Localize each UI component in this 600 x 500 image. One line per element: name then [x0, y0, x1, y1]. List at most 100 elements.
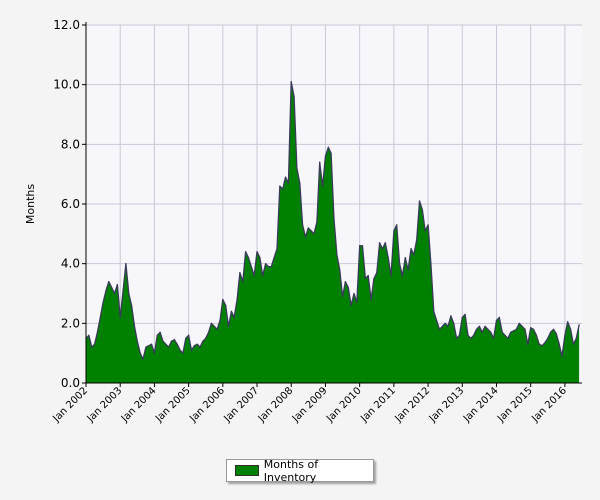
data-point — [467, 334, 469, 336]
x-tick-label: Jan 2011 — [358, 385, 398, 425]
data-point — [444, 322, 446, 324]
data-point — [527, 343, 529, 345]
data-point — [421, 209, 423, 211]
data-point — [256, 251, 258, 253]
data-point — [173, 339, 175, 341]
y-tick-label: 2.0 — [61, 316, 80, 330]
data-point — [532, 328, 535, 330]
data-point — [387, 257, 389, 259]
data-point — [407, 269, 409, 271]
data-point — [341, 295, 344, 298]
data-point — [287, 182, 289, 184]
data-point — [367, 275, 369, 277]
data-point — [507, 337, 509, 339]
data-point — [501, 331, 503, 333]
x-tick-label: Jan 2015 — [495, 385, 535, 425]
y-tick-label: 4.0 — [61, 257, 80, 271]
data-point — [153, 352, 156, 354]
data-point — [316, 221, 318, 223]
data-point — [578, 324, 580, 326]
data-point — [111, 286, 113, 289]
data-point — [567, 321, 569, 323]
data-point — [552, 328, 555, 330]
data-point — [302, 224, 304, 226]
data-point — [239, 272, 241, 274]
y-tick-label: 10.0 — [53, 78, 80, 92]
data-point — [219, 319, 221, 321]
data-point — [424, 230, 426, 232]
data-point — [390, 275, 392, 277]
data-point — [150, 343, 153, 345]
data-point — [550, 331, 552, 333]
data-point — [336, 254, 338, 256]
x-tick-label: Jan 2014 — [461, 385, 501, 425]
data-point — [250, 266, 252, 268]
x-tick-label: Jan 2006 — [187, 385, 227, 425]
data-point — [96, 331, 99, 333]
data-point — [156, 334, 158, 336]
data-point — [296, 167, 298, 169]
y-tick-label: 12.0 — [53, 18, 80, 32]
data-point — [347, 286, 349, 289]
data-point — [99, 316, 101, 318]
data-point — [475, 328, 478, 330]
data-point — [393, 230, 395, 232]
data-point — [282, 188, 284, 190]
data-point — [447, 325, 449, 327]
data-point — [216, 328, 218, 330]
data-point — [170, 340, 173, 342]
data-point — [572, 343, 575, 345]
data-point — [165, 343, 167, 345]
data-point — [364, 277, 366, 280]
data-point — [227, 325, 230, 327]
data-point — [233, 316, 235, 318]
data-point — [473, 334, 475, 336]
data-point — [558, 343, 560, 345]
data-point — [416, 239, 418, 241]
data-point — [453, 322, 455, 324]
data-point — [376, 272, 378, 274]
data-point — [193, 345, 195, 347]
data-point — [353, 292, 355, 295]
data-point — [481, 331, 483, 333]
data-point — [162, 340, 164, 342]
data-point — [510, 331, 512, 333]
data-point — [108, 280, 110, 283]
x-tick-label: Jan 2012 — [393, 385, 433, 425]
y-tick-label: 8.0 — [61, 137, 80, 151]
data-point — [199, 346, 201, 348]
x-tick-label: Jan 2008 — [256, 385, 296, 425]
data-point — [487, 328, 489, 330]
data-point — [205, 337, 207, 339]
data-point — [168, 346, 170, 348]
data-point — [555, 333, 557, 335]
data-point — [270, 266, 272, 268]
data-point — [464, 313, 466, 315]
data-point — [242, 280, 244, 283]
data-point — [458, 334, 461, 336]
y-tick-label: 0.0 — [61, 376, 80, 390]
y-axis-title: Months — [24, 184, 37, 224]
data-point — [381, 248, 384, 250]
legend-swatch — [235, 465, 259, 476]
data-point — [125, 263, 127, 265]
data-point — [361, 245, 364, 247]
data-point — [564, 334, 566, 336]
y-tick-label: 6.0 — [61, 197, 80, 211]
data-point — [470, 337, 472, 339]
data-point — [370, 298, 372, 301]
data-point — [207, 331, 210, 333]
data-point — [384, 242, 386, 244]
data-point — [344, 280, 347, 283]
axes — [82, 22, 582, 387]
data-point — [313, 233, 315, 235]
legend-label: Months of Inventory — [263, 457, 319, 484]
x-tick-label: Jan 2004 — [119, 385, 159, 425]
data-point — [293, 96, 295, 98]
data-point — [575, 337, 577, 339]
data-point — [495, 319, 498, 321]
data-point — [535, 334, 537, 336]
data-point — [350, 304, 352, 307]
data-point — [119, 316, 121, 318]
